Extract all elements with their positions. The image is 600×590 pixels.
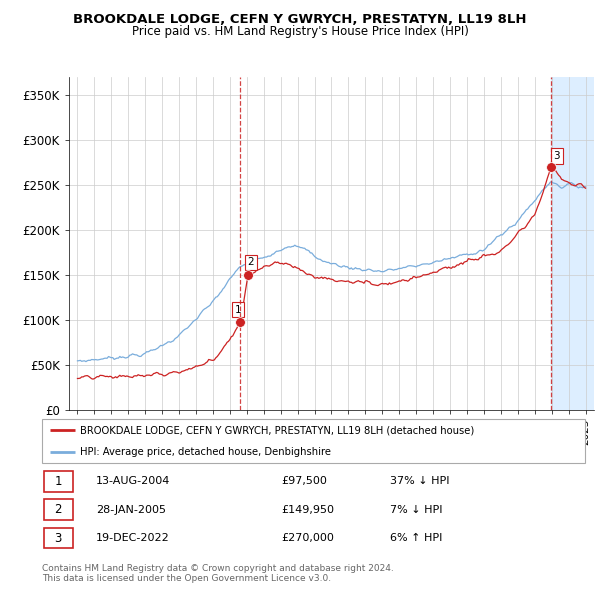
Text: 19-DEC-2022: 19-DEC-2022 <box>97 533 170 543</box>
Text: 2: 2 <box>55 503 62 516</box>
Text: BROOKDALE LODGE, CEFN Y GWRYCH, PRESTATYN, LL19 8LH: BROOKDALE LODGE, CEFN Y GWRYCH, PRESTATY… <box>73 13 527 26</box>
Text: Contains HM Land Registry data © Crown copyright and database right 2024.
This d: Contains HM Land Registry data © Crown c… <box>42 563 394 583</box>
Text: HPI: Average price, detached house, Denbighshire: HPI: Average price, detached house, Denb… <box>80 447 331 457</box>
Text: BROOKDALE LODGE, CEFN Y GWRYCH, PRESTATYN, LL19 8LH (detached house): BROOKDALE LODGE, CEFN Y GWRYCH, PRESTATY… <box>80 425 474 435</box>
FancyBboxPatch shape <box>44 527 73 549</box>
Text: 37% ↓ HPI: 37% ↓ HPI <box>389 477 449 486</box>
Text: 3: 3 <box>55 532 62 545</box>
Text: 1: 1 <box>55 475 62 488</box>
Bar <box>551 77 594 410</box>
Text: £270,000: £270,000 <box>281 533 334 543</box>
Text: 3: 3 <box>554 151 560 161</box>
Text: £149,950: £149,950 <box>281 505 334 514</box>
FancyBboxPatch shape <box>44 471 73 492</box>
Text: 6% ↑ HPI: 6% ↑ HPI <box>389 533 442 543</box>
Text: £97,500: £97,500 <box>281 477 327 486</box>
Text: 2: 2 <box>247 257 254 267</box>
Text: 7% ↓ HPI: 7% ↓ HPI <box>389 505 442 514</box>
Text: 28-JAN-2005: 28-JAN-2005 <box>97 505 166 514</box>
Text: Price paid vs. HM Land Registry's House Price Index (HPI): Price paid vs. HM Land Registry's House … <box>131 25 469 38</box>
Text: 1: 1 <box>235 304 241 314</box>
FancyBboxPatch shape <box>44 499 73 520</box>
Text: 13-AUG-2004: 13-AUG-2004 <box>97 477 170 486</box>
